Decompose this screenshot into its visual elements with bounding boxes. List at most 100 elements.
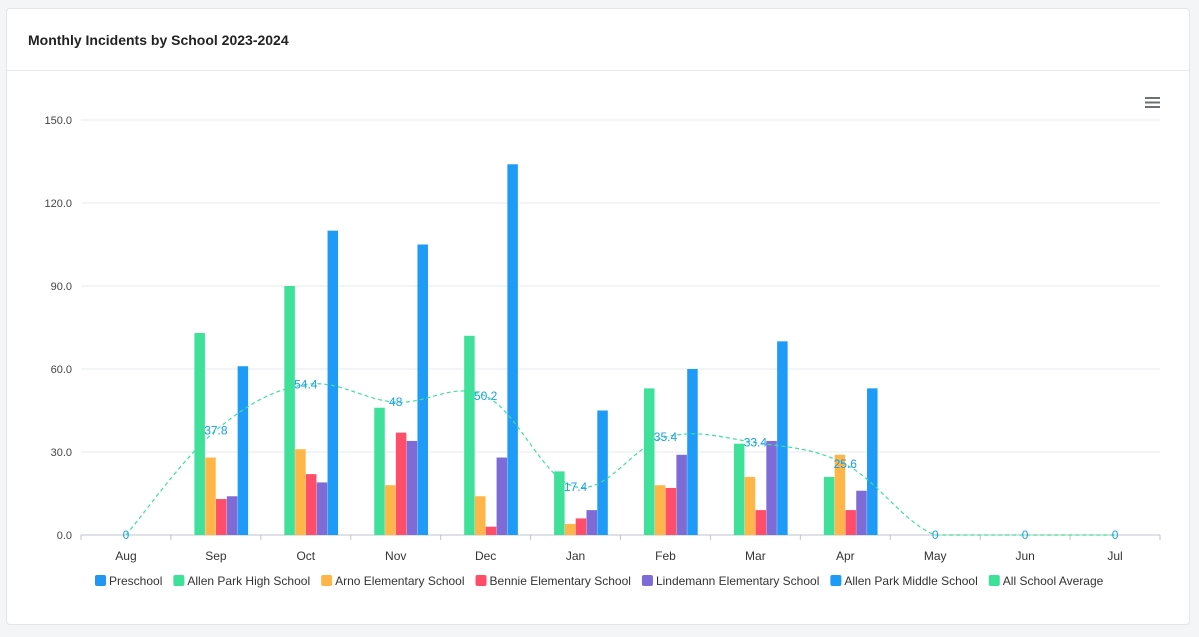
average-line-series: 0 37.8 54.4 48 50.2 17.4 35.4 33.4 25.6 0 0 0	[123, 377, 1119, 542]
y-tick-label: 90.0	[51, 281, 72, 293]
bar	[554, 471, 565, 535]
bar	[644, 388, 655, 535]
legend-item: Allen Park High School	[173, 574, 310, 588]
average-data-label: 54.4	[294, 377, 318, 391]
card-title: Monthly Incidents by School 2023-2024	[28, 32, 289, 48]
bar	[823, 476, 835, 535]
bar	[676, 454, 687, 535]
bar	[485, 526, 497, 535]
y-tick-label: 0.0	[57, 530, 72, 542]
legend-swatch	[988, 575, 1000, 586]
bar	[777, 341, 788, 535]
y-tick-label: 120.0	[44, 198, 72, 210]
hamburger-menu-icon[interactable]	[1142, 94, 1162, 112]
bar	[867, 388, 878, 535]
legend-label: Allen Park High School	[187, 574, 310, 588]
x-tick-label: Jan	[566, 549, 585, 563]
bar	[755, 510, 767, 535]
legend-label: Lindemann Elementary School	[656, 574, 819, 588]
bar	[564, 523, 576, 535]
legend-label: Arno Elementary School	[335, 574, 464, 588]
bar	[665, 487, 677, 535]
bar	[295, 449, 306, 535]
average-data-label: 25.6	[834, 457, 858, 471]
legend-swatch	[475, 575, 487, 586]
bar	[733, 443, 745, 535]
x-tick-label: May	[924, 549, 947, 563]
average-data-label: 37.8	[204, 423, 228, 437]
bar	[406, 440, 418, 535]
bar	[586, 510, 597, 535]
legend-item: Preschool	[95, 574, 162, 588]
average-data-label: 17.4	[564, 480, 588, 494]
bar	[834, 454, 846, 535]
bar	[856, 490, 867, 535]
bar-series	[194, 164, 878, 535]
legend-label: Allen Park Middle School	[844, 574, 977, 588]
bar	[597, 410, 608, 535]
average-data-label: 48	[389, 395, 403, 409]
average-data-label: 33.4	[744, 436, 768, 450]
y-tick-label: 150.0	[44, 115, 72, 127]
bar	[305, 474, 317, 535]
bar	[395, 432, 407, 535]
bar	[284, 286, 295, 535]
x-tick-label: Nov	[385, 549, 406, 563]
bar	[417, 244, 428, 535]
bar	[237, 366, 249, 535]
y-tick-label: 60.0	[51, 364, 72, 376]
legend-label: Preschool	[109, 574, 162, 588]
average-data-label: 0	[1022, 528, 1029, 542]
average-line	[125, 383, 1116, 536]
bar	[464, 335, 475, 535]
legend-swatch	[641, 575, 653, 586]
x-tick-label: Sep	[205, 549, 227, 563]
x-tick-label: Oct	[296, 549, 315, 563]
bar	[194, 333, 205, 535]
x-tick-label: Feb	[655, 549, 676, 563]
legend-label: All School Average	[1003, 574, 1104, 588]
legend-swatch	[95, 575, 106, 586]
y-tick-label: 30.0	[51, 447, 72, 459]
bar	[687, 369, 698, 535]
bar	[845, 510, 856, 535]
average-data-label: 50.2	[474, 389, 498, 403]
bar	[766, 440, 777, 535]
legend-item: Bennie Elementary School	[475, 574, 631, 588]
bar	[496, 457, 508, 535]
average-data-label: 0	[1112, 528, 1119, 542]
legend: Preschool Allen Park High School Arno Elem…	[95, 574, 1104, 588]
legend-item: Allen Park Middle School	[830, 574, 978, 588]
average-data-label: 0	[123, 528, 130, 542]
x-axis: Aug Sep Oct Nov Dec Jan Feb Mar Apr May Jun Jul	[80, 534, 1161, 563]
x-tick-label: Mar	[745, 549, 766, 563]
x-tick-label: Jul	[1107, 549, 1122, 563]
bar	[385, 485, 396, 535]
bar	[654, 485, 666, 535]
bar	[226, 496, 238, 535]
legend-swatch	[173, 575, 185, 586]
legend-item: Arno Elementary School	[321, 574, 465, 588]
bar	[216, 499, 227, 535]
legend-swatch	[321, 575, 333, 586]
x-tick-label: Aug	[115, 549, 136, 563]
bar	[474, 496, 486, 535]
bar	[744, 476, 756, 535]
bar	[205, 457, 216, 535]
bar	[507, 164, 518, 535]
x-tick-label: Dec	[475, 549, 496, 563]
average-data-label: 35.4	[654, 430, 678, 444]
card-header: Monthly Incidents by School 2023-2024	[7, 9, 1189, 71]
legend-item: All School Average	[988, 574, 1104, 588]
bar	[316, 482, 328, 535]
legend-swatch	[830, 575, 842, 586]
bar	[374, 407, 385, 535]
bar	[575, 518, 587, 535]
y-axis: 0.0 30.0 60.0 90.0 120.0 150.0	[44, 115, 72, 542]
legend-item: Lindemann Elementary School	[641, 574, 819, 588]
x-tick-label: Jun	[1015, 549, 1034, 563]
bar	[327, 230, 339, 535]
x-tick-label: Apr	[836, 549, 855, 563]
legend-label: Bennie Elementary School	[490, 574, 631, 588]
